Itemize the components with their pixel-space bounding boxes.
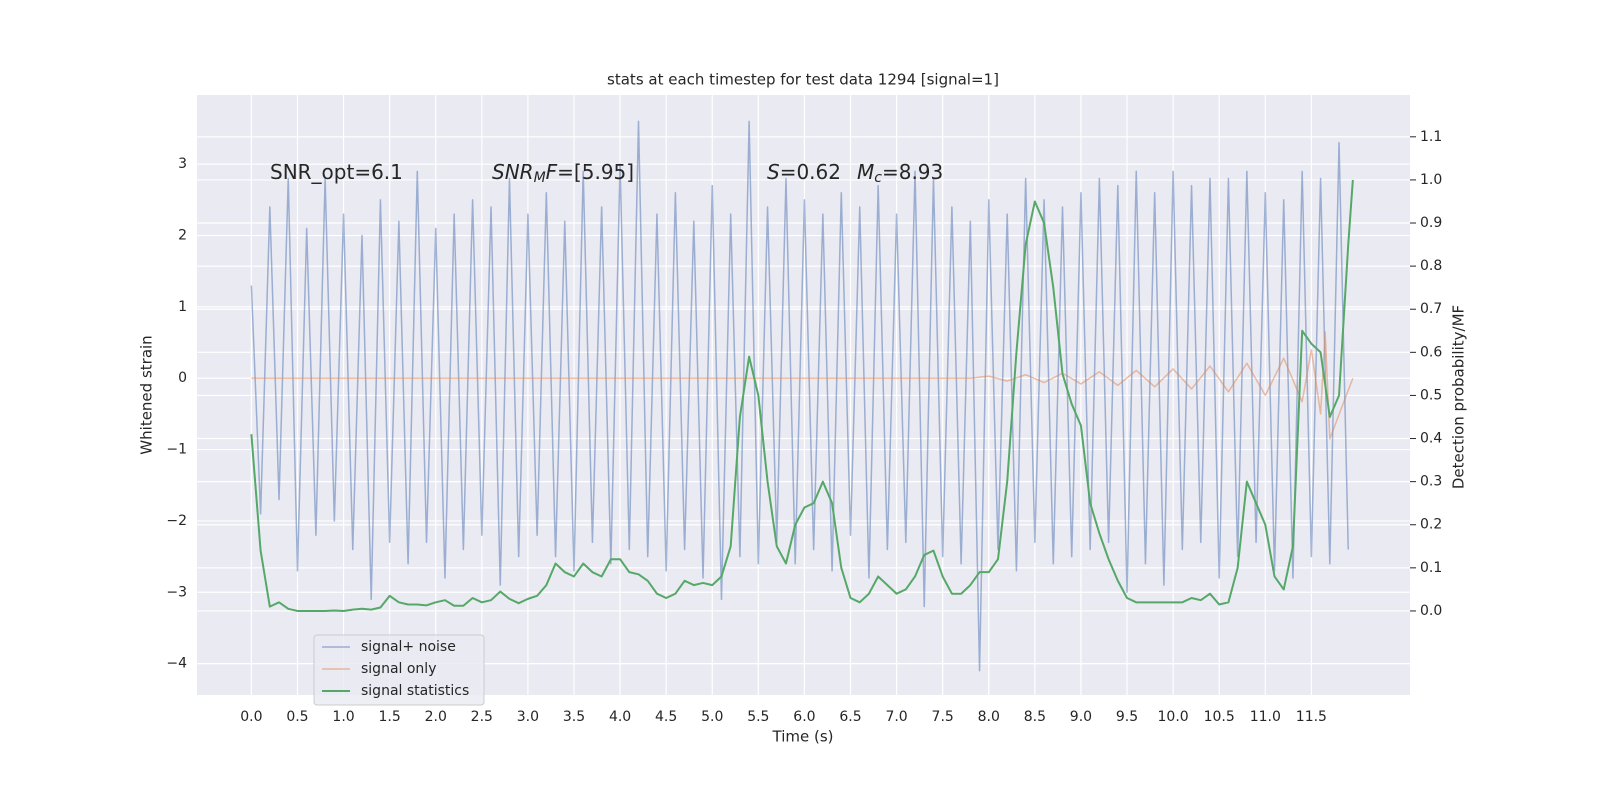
x-tick-label: 7.0 bbox=[885, 709, 907, 725]
annotation: S=0.62 Mc=8.93 bbox=[767, 160, 943, 187]
y-tick-label: −4 bbox=[166, 656, 187, 672]
y2-tick-label: 0.4 bbox=[1420, 431, 1442, 447]
annotation: SNR_opt=6.1 bbox=[270, 160, 403, 184]
y2-axis-label: Detection probability/MF bbox=[1450, 305, 1468, 489]
x-tick-label: 3.5 bbox=[563, 709, 585, 725]
annotation-part: S bbox=[767, 160, 780, 184]
x-tick-label: 9.5 bbox=[1116, 709, 1138, 725]
legend-label: signal statistics bbox=[361, 683, 469, 699]
labels: 0.0 0.5 1.0 1.5 2.0 2.5 3.0 3.5 4.0 4.5 5.0 5.5 6.0 6… bbox=[166, 129, 1442, 725]
x-tick-label: 1.5 bbox=[379, 709, 401, 725]
y-tick-label: 2 bbox=[178, 228, 187, 244]
annotation-part: M bbox=[857, 160, 874, 184]
y-tick-label: 3 bbox=[178, 156, 187, 172]
y-axis-label: Whitened strain bbox=[138, 335, 156, 454]
y-tick-label: 0 bbox=[178, 370, 187, 386]
x-tick-label: 10.0 bbox=[1158, 709, 1189, 725]
y2-tick-label: 0.2 bbox=[1420, 517, 1442, 533]
y2-tick-label: 0.7 bbox=[1420, 301, 1442, 317]
x-tick-label: 5.5 bbox=[747, 709, 769, 725]
annotation-part: =8.93 bbox=[882, 160, 943, 184]
x-axis-label: Time (s) bbox=[772, 728, 834, 746]
annotation-part: =[5.95] bbox=[557, 160, 634, 184]
series-line bbox=[251, 331, 1354, 440]
annotation-part: c bbox=[874, 170, 882, 186]
y2-tick-label: 0.1 bbox=[1420, 560, 1442, 576]
annotation-part: M bbox=[534, 170, 546, 186]
x-tick-label: 2.0 bbox=[425, 709, 447, 725]
y-tick-label: 1 bbox=[178, 299, 187, 315]
x-tick-label: 6.5 bbox=[839, 709, 861, 725]
y2-tick-label: 0.9 bbox=[1420, 215, 1442, 231]
y2-tick-label: 0.6 bbox=[1420, 344, 1442, 360]
series-line bbox=[250, 179, 1354, 612]
y-tick-label: −2 bbox=[166, 513, 187, 529]
y-tick-label: −3 bbox=[166, 584, 187, 600]
annotation-part: =0.62 bbox=[780, 160, 841, 184]
x-tick-label: 4.0 bbox=[609, 709, 631, 725]
y2-tick-label: 0.0 bbox=[1420, 603, 1442, 619]
x-tick-label: 6.0 bbox=[793, 709, 815, 725]
x-tick-label: 0.0 bbox=[240, 709, 262, 725]
marks bbox=[250, 120, 1354, 672]
series-line bbox=[250, 120, 1349, 672]
y2-tick-label: 0.8 bbox=[1420, 258, 1442, 274]
x-tick-label: 11.5 bbox=[1296, 709, 1327, 725]
x-tick-label: 8.5 bbox=[1024, 709, 1046, 725]
x-tick-label: 11.0 bbox=[1250, 709, 1281, 725]
y2-tick-label: 0.3 bbox=[1420, 474, 1442, 490]
x-tick-label: 4.5 bbox=[655, 709, 677, 725]
y2-tick-label: 1.1 bbox=[1420, 129, 1442, 145]
x-tick-label: 2.5 bbox=[471, 709, 493, 725]
annotation-part: SNR_opt=6.1 bbox=[270, 160, 403, 184]
annotation: SNRMF=[5.95] bbox=[492, 160, 634, 187]
y2-tick-label: 1.0 bbox=[1420, 172, 1442, 188]
annotation-part: F bbox=[546, 160, 558, 184]
x-tick-label: 9.0 bbox=[1070, 709, 1092, 725]
annotation-part: SNR bbox=[492, 160, 534, 184]
x-tick-label: 3.0 bbox=[517, 709, 539, 725]
x-tick-label: 10.5 bbox=[1204, 709, 1235, 725]
x-tick-label: 0.5 bbox=[286, 709, 308, 725]
chart-title: stats at each timestep for test data 129… bbox=[607, 71, 999, 89]
legend-box bbox=[313, 634, 485, 706]
legend-label: signal only bbox=[361, 661, 436, 677]
x-tick-label: 7.5 bbox=[932, 709, 954, 725]
y2-tick-label: 0.5 bbox=[1420, 387, 1442, 403]
legend-label: signal+ noise bbox=[361, 639, 456, 655]
x-tick-label: 8.0 bbox=[978, 709, 1000, 725]
y-tick-label: −1 bbox=[166, 442, 187, 458]
x-tick-label: 5.0 bbox=[701, 709, 723, 725]
x-tick-label: 1.0 bbox=[332, 709, 354, 725]
